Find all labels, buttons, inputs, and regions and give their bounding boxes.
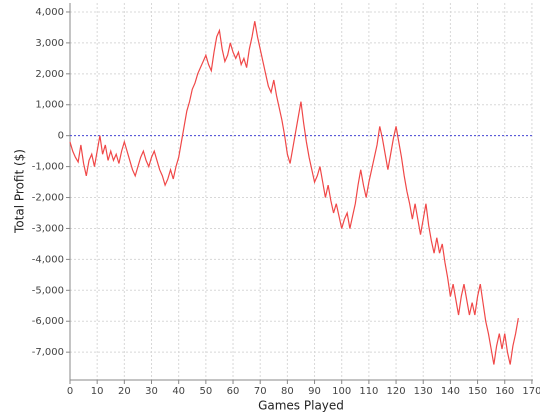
y-tick-label: -7,000 bbox=[32, 347, 64, 358]
x-tick-label: 120 bbox=[387, 386, 406, 397]
plot-area bbox=[70, 3, 533, 380]
y-tick-label: 2,000 bbox=[35, 69, 64, 80]
x-tick-label: 130 bbox=[414, 386, 433, 397]
x-tick-label: 80 bbox=[281, 386, 294, 397]
x-tick-label: 110 bbox=[359, 386, 378, 397]
y-tick-label: -5,000 bbox=[32, 285, 64, 296]
y-tick-label: -4,000 bbox=[32, 254, 64, 265]
y-tick-label: 1,000 bbox=[35, 100, 64, 111]
y-axis-title: Total Profit ($) bbox=[13, 149, 27, 234]
x-tick-label: 40 bbox=[172, 386, 185, 397]
x-tick-label: 30 bbox=[145, 386, 158, 397]
x-tick-label: 60 bbox=[227, 386, 240, 397]
data-line bbox=[69, 21, 519, 365]
x-tick-label: 70 bbox=[254, 386, 267, 397]
x-axis-title: Games Played bbox=[258, 399, 344, 413]
x-tick-label: 100 bbox=[332, 386, 351, 397]
y-tick-label: 0 bbox=[58, 131, 64, 142]
x-tick-label: 20 bbox=[118, 386, 131, 397]
y-tick-label: 3,000 bbox=[35, 38, 64, 49]
x-tick-label: 170 bbox=[522, 386, 540, 397]
y-tick-label: -6,000 bbox=[32, 316, 64, 327]
x-tick-label: 10 bbox=[91, 386, 104, 397]
x-tick-label: 150 bbox=[468, 386, 487, 397]
x-tick-label: 0 bbox=[67, 386, 73, 397]
y-tick-label: 4,000 bbox=[35, 7, 64, 18]
x-tick-label: 50 bbox=[199, 386, 212, 397]
x-tick-label: 140 bbox=[441, 386, 460, 397]
x-tick-label: 160 bbox=[495, 386, 514, 397]
y-tick-label: -3,000 bbox=[32, 223, 64, 234]
x-tick-label: 90 bbox=[308, 386, 321, 397]
y-tick-label: -1,000 bbox=[32, 162, 64, 173]
y-tick-label: -2,000 bbox=[32, 193, 64, 204]
